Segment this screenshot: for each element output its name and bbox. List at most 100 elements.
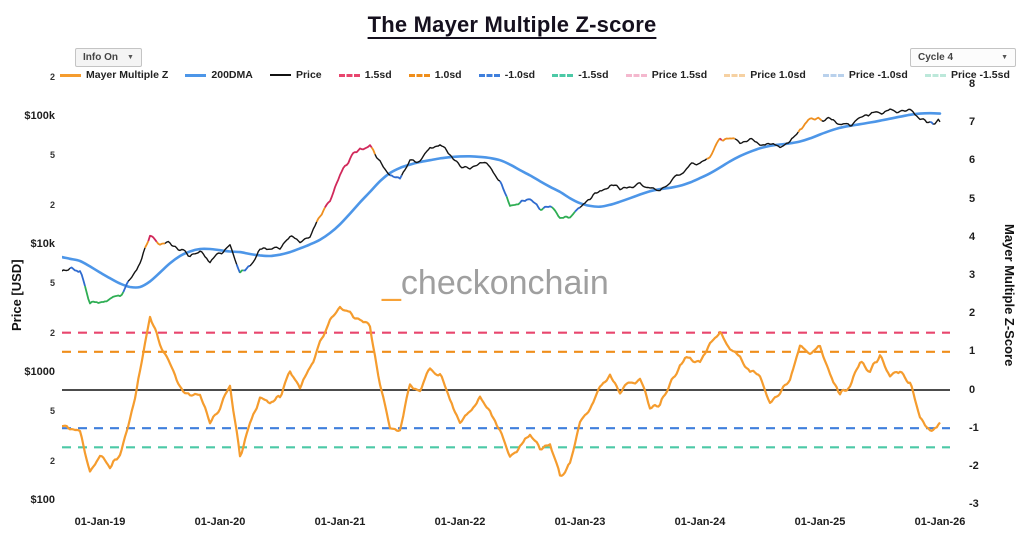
price-line-segment (706, 137, 721, 160)
legend-item-label: -1.0sd (504, 69, 536, 81)
y-left-minor-tick-label: 5 (49, 150, 55, 160)
price-line-segment (315, 207, 326, 223)
y-right-tick-label: 2 (969, 307, 976, 319)
y-right-tick-label: 7 (969, 116, 976, 128)
price-line-segment (719, 137, 723, 141)
legend-line-swatch (60, 73, 81, 77)
legend-item-price-1-0sd[interactable]: Price -1.0sd (822, 69, 908, 81)
y-right-tick-label: 3 (969, 269, 976, 281)
legend-item-label: Price -1.5sd (950, 69, 1010, 81)
price-line-segment (235, 264, 241, 274)
y-right-tick-label: 4 (969, 231, 976, 243)
price-line-segment (797, 116, 823, 133)
x-axis-tick-label: 01-Jan-20 (194, 516, 246, 528)
y-right-tick-label: 5 (969, 193, 976, 205)
price-line-segment (734, 131, 799, 149)
price-line-segment (127, 247, 146, 282)
chevron-down-icon: ▼ (127, 54, 134, 61)
page-title: The Mayer Multiple Z-score (0, 12, 1024, 38)
x-axis-tick-label: 01-Jan-23 (554, 516, 606, 528)
y-left-minor-tick-label: 2 (49, 456, 55, 466)
y-right-tick-label: 6 (969, 154, 976, 166)
price-line-segment (499, 180, 508, 197)
mayer-z-line (62, 305, 941, 477)
page-title-text: The Mayer Multiple Z-score (367, 12, 657, 37)
legend-item-200dma[interactable]: 200DMA (185, 69, 253, 81)
y-left-tick-label: $1000 (24, 366, 55, 378)
legend-item-price-1-5sd[interactable]: Price -1.5sd (924, 69, 1010, 81)
legend-item-1-5sd[interactable]: 1.5sd (338, 69, 392, 81)
x-axis-tick-label: 01-Jan-24 (674, 516, 726, 528)
price-line-segment (147, 234, 158, 243)
legend-line-swatch (724, 73, 746, 77)
price-line-segment (69, 266, 86, 287)
y-left-minor-tick-label: 2 (49, 72, 55, 82)
price-line-segment (929, 120, 934, 125)
price-line-segment (542, 205, 552, 209)
legend-item-1-0sd[interactable]: 1.0sd (408, 69, 462, 81)
legend-line-swatch (924, 73, 946, 77)
price-line-segment (933, 118, 941, 125)
y-left-minor-tick-label: 2 (49, 200, 55, 210)
price-line-segment (374, 153, 391, 176)
price-line-segment (574, 206, 581, 213)
x-axis-tick-label: 01-Jan-26 (914, 516, 966, 528)
legend-item-price-1-0sd[interactable]: Price 1.0sd (724, 69, 806, 81)
price-line-segment (249, 221, 318, 267)
legend-item-1-0sd[interactable]: -1.0sd (478, 69, 536, 81)
y-left-tick-label: $100k (24, 110, 55, 122)
y-left-minor-tick-label: 2 (49, 328, 55, 338)
x-axis-tick-label: 01-Jan-21 (314, 516, 366, 528)
legend-item-1-5sd[interactable]: -1.5sd (552, 69, 609, 81)
legend-line-swatch (338, 73, 360, 77)
price-line-segment (122, 280, 130, 293)
y-right-tick-label: 1 (969, 345, 976, 357)
legend-line-swatch (478, 73, 500, 77)
y-right-tick-label: 8 (969, 78, 976, 90)
dma200-line (62, 111, 942, 289)
y-axis-left-title: Price [USD] (9, 259, 24, 331)
y-right-tick-label: 0 (969, 384, 976, 396)
legend: Mayer Multiple Z 200DMA Price 1.5sd 1.0sd -1.… (60, 69, 1010, 81)
x-axis-tick-label: 01-Jan-19 (74, 516, 126, 528)
y-right-tick-label: -3 (969, 498, 979, 510)
price-line-segment (821, 108, 931, 127)
y-axis-right-title: Mayer Multiple Z-Score (1002, 223, 1017, 367)
legend-item-label: Price -1.0sd (848, 69, 908, 81)
price-line-segment (239, 269, 244, 274)
y-left-tick-label: $100 (30, 494, 55, 506)
legend-item-label: 200DMA (211, 69, 253, 81)
info-on-dropdown[interactable]: Info On ▼ (75, 48, 142, 67)
x-axis-tick-label: 01-Jan-22 (434, 516, 486, 528)
y-left-minor-tick-label: 5 (49, 278, 55, 288)
legend-line-swatch (269, 74, 291, 76)
watermark: _checkonchain (382, 264, 609, 303)
price-line-segment (324, 144, 373, 208)
y-left-minor-tick-label: 5 (49, 406, 55, 416)
legend-line-swatch (185, 73, 207, 77)
legend-item-label: Price 1.0sd (750, 69, 806, 81)
price-line-segment (84, 285, 125, 305)
price-line-segment (164, 240, 238, 265)
info-on-label: Info On (83, 52, 118, 63)
y-right-tick-label: -1 (969, 422, 979, 434)
price-line-segment (370, 147, 376, 155)
watermark-underscore: _ (382, 264, 401, 302)
price-line-segment (144, 240, 150, 249)
price-line-segment (401, 144, 501, 182)
legend-item-mayer-multiple-z[interactable]: Mayer Multiple Z (60, 69, 168, 81)
cycle-select[interactable]: Cycle 4 ▼ (910, 48, 1016, 67)
price-line-segment (505, 196, 521, 207)
legend-line-swatch (408, 73, 430, 77)
legend-item-price-1-5sd[interactable]: Price 1.5sd (625, 69, 707, 81)
legend-item-label: Price (295, 69, 322, 81)
legend-item-price[interactable]: Price (269, 69, 322, 81)
legend-item-label: -1.5sd (578, 69, 609, 81)
legend-line-swatch (552, 73, 574, 77)
y-right-tick-label: -2 (969, 460, 979, 472)
price-line-segment (155, 241, 165, 246)
chevron-down-icon: ▼ (1001, 54, 1008, 61)
price-line-segment (519, 198, 541, 211)
legend-line-swatch (822, 73, 844, 77)
